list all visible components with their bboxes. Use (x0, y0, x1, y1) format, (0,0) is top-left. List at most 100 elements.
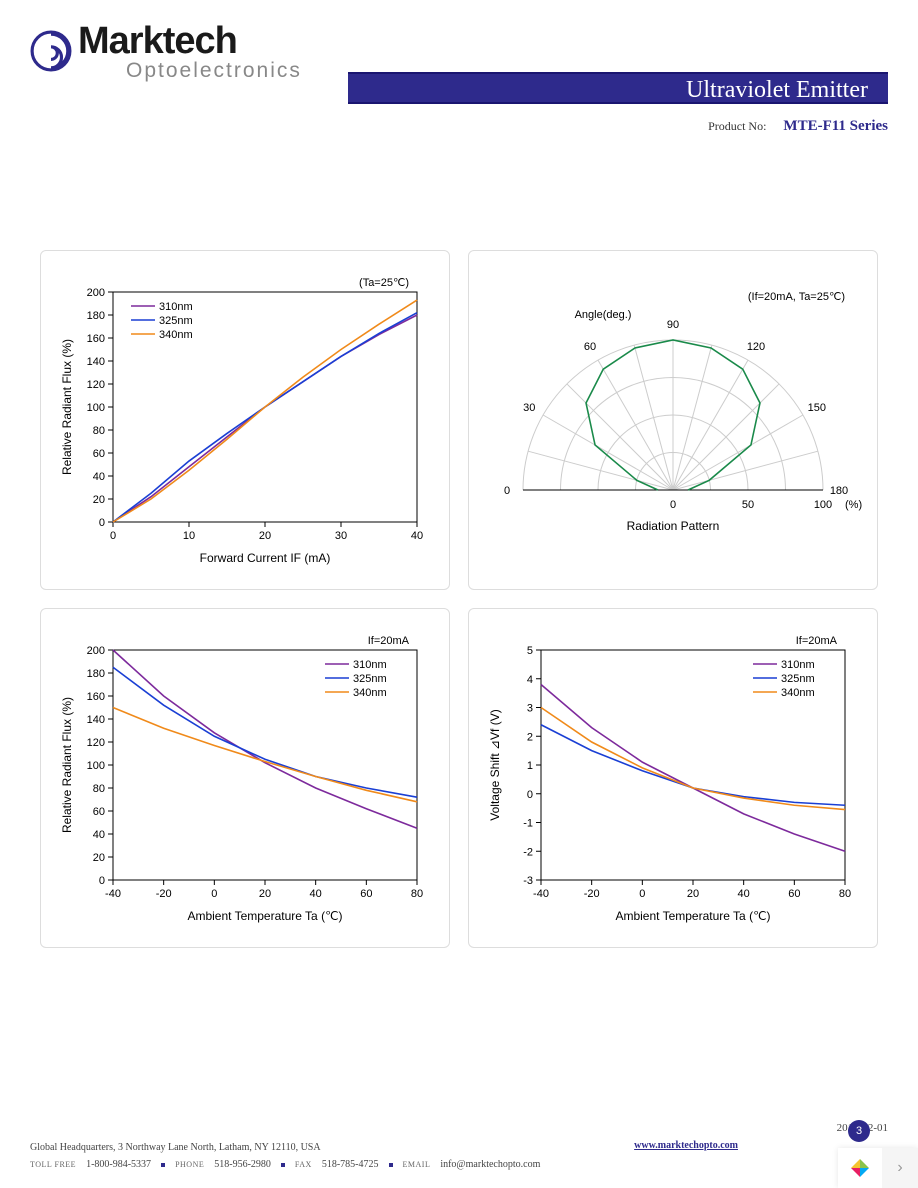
product-label: Product No: (708, 119, 766, 133)
phone-label: PHONE (175, 1160, 204, 1169)
svg-text:Ambient Temperature Ta (℃): Ambient Temperature Ta (℃) (187, 909, 342, 923)
svg-text:-1: -1 (523, 818, 533, 830)
svg-text:Angle(deg.): Angle(deg.) (575, 309, 632, 321)
svg-text:5: 5 (527, 645, 533, 657)
svg-text:30: 30 (335, 530, 347, 542)
svg-text:0: 0 (99, 875, 105, 887)
svg-text:80: 80 (839, 888, 851, 900)
widget-icon[interactable] (838, 1148, 882, 1188)
tollfree: 1-800-984-5337 (86, 1159, 151, 1170)
svg-text:0: 0 (639, 888, 645, 900)
svg-text:100: 100 (87, 402, 105, 414)
svg-text:(%): (%) (845, 499, 862, 511)
svg-text:200: 200 (87, 287, 105, 299)
svg-text:0: 0 (211, 888, 217, 900)
svg-text:180: 180 (87, 668, 105, 680)
product-number: Product No: MTE-F11 Series (708, 118, 888, 135)
svg-text:30: 30 (523, 402, 535, 414)
svg-text:150: 150 (808, 402, 826, 414)
email-label: EMAIL (403, 1160, 431, 1169)
svg-text:0: 0 (110, 530, 116, 542)
svg-text:180: 180 (830, 485, 848, 497)
svg-text:140: 140 (87, 356, 105, 368)
svg-text:Relative Radiant Flux (%): Relative Radiant Flux (%) (60, 339, 74, 475)
svg-text:310nm: 310nm (159, 301, 193, 313)
svg-text:40: 40 (411, 530, 423, 542)
fax-label: FAX (295, 1160, 312, 1169)
svg-text:80: 80 (93, 783, 105, 795)
svg-text:20: 20 (687, 888, 699, 900)
svg-text:If=20mA: If=20mA (368, 635, 410, 647)
svg-text:100: 100 (87, 760, 105, 772)
website-link[interactable]: www.marktechopto.com (634, 1140, 738, 1151)
svg-text:340nm: 340nm (159, 329, 193, 341)
svg-text:90: 90 (667, 319, 679, 331)
svg-text:Forward Current IF (mA): Forward Current IF (mA) (200, 551, 331, 565)
svg-text:60: 60 (360, 888, 372, 900)
svg-text:120: 120 (87, 737, 105, 749)
svg-text:200: 200 (87, 645, 105, 657)
brand-sub: Optoelectronics (78, 59, 302, 83)
footer: 2014-02-01 Global Headquarters, 3 Northw… (0, 1104, 918, 1188)
svg-text:160: 160 (87, 333, 105, 345)
swirl-icon (30, 30, 72, 72)
svg-text:(If=20mA, Ta=25℃): (If=20mA, Ta=25℃) (748, 291, 845, 303)
email: info@marktechopto.com (440, 1159, 540, 1170)
footer-address: Global Headquarters, 3 Northway Lane Nor… (30, 1142, 888, 1153)
svg-text:-20: -20 (584, 888, 600, 900)
separator-icon (161, 1163, 165, 1167)
fax: 518-785-4725 (322, 1159, 379, 1170)
svg-text:Ambient Temperature Ta (℃): Ambient Temperature Ta (℃) (615, 909, 770, 923)
chart-flux-vs-temp: -40-200204060800204060801001201401601802… (40, 608, 450, 948)
phone: 518-956-2980 (214, 1159, 271, 1170)
svg-text:Radiation Pattern: Radiation Pattern (627, 519, 720, 533)
svg-text:0: 0 (670, 499, 676, 511)
widget-arrow-icon[interactable]: › (882, 1148, 918, 1188)
svg-text:-3: -3 (523, 875, 533, 887)
chart-flux-vs-current: 010203040020406080100120140160180200Forw… (40, 250, 450, 590)
svg-text:4: 4 (527, 674, 533, 686)
svg-text:-20: -20 (156, 888, 172, 900)
svg-text:60: 60 (788, 888, 800, 900)
svg-text:325nm: 325nm (353, 673, 387, 685)
svg-text:2: 2 (527, 731, 533, 743)
separator-icon (389, 1163, 393, 1167)
svg-text:20: 20 (259, 888, 271, 900)
svg-text:120: 120 (747, 341, 765, 353)
svg-text:50: 50 (742, 499, 754, 511)
side-widget[interactable]: › (838, 1148, 918, 1188)
svg-text:325nm: 325nm (781, 673, 815, 685)
svg-text:(Ta=25℃): (Ta=25℃) (359, 277, 409, 289)
product-value: MTE-F11 Series (783, 118, 888, 134)
svg-text:40: 40 (310, 888, 322, 900)
svg-text:340nm: 340nm (781, 687, 815, 699)
footer-date: 2014-02-01 (30, 1122, 888, 1134)
svg-text:3: 3 (527, 703, 533, 715)
svg-text:0: 0 (527, 789, 533, 801)
svg-text:140: 140 (87, 714, 105, 726)
svg-text:80: 80 (93, 425, 105, 437)
svg-text:60: 60 (93, 448, 105, 460)
svg-text:20: 20 (93, 852, 105, 864)
separator-icon (281, 1163, 285, 1167)
svg-text:20: 20 (259, 530, 271, 542)
tollfree-label: TOLL FREE (30, 1160, 76, 1169)
svg-text:40: 40 (738, 888, 750, 900)
svg-text:100: 100 (814, 499, 832, 511)
svg-text:325nm: 325nm (159, 315, 193, 327)
svg-text:310nm: 310nm (353, 659, 387, 671)
page-number: 3 (848, 1120, 870, 1142)
brand-name: Marktech (78, 20, 302, 63)
svg-text:-40: -40 (105, 888, 121, 900)
svg-text:60: 60 (93, 806, 105, 818)
svg-text:340nm: 340nm (353, 687, 387, 699)
chart-vshift-vs-temp: -40-20020406080-3-2-1012345Ambient Tempe… (468, 608, 878, 948)
svg-text:20: 20 (93, 494, 105, 506)
svg-text:160: 160 (87, 691, 105, 703)
svg-text:0: 0 (99, 517, 105, 529)
svg-text:10: 10 (183, 530, 195, 542)
svg-text:120: 120 (87, 379, 105, 391)
svg-text:40: 40 (93, 829, 105, 841)
svg-text:If=20mA: If=20mA (796, 635, 838, 647)
svg-text:40: 40 (93, 471, 105, 483)
